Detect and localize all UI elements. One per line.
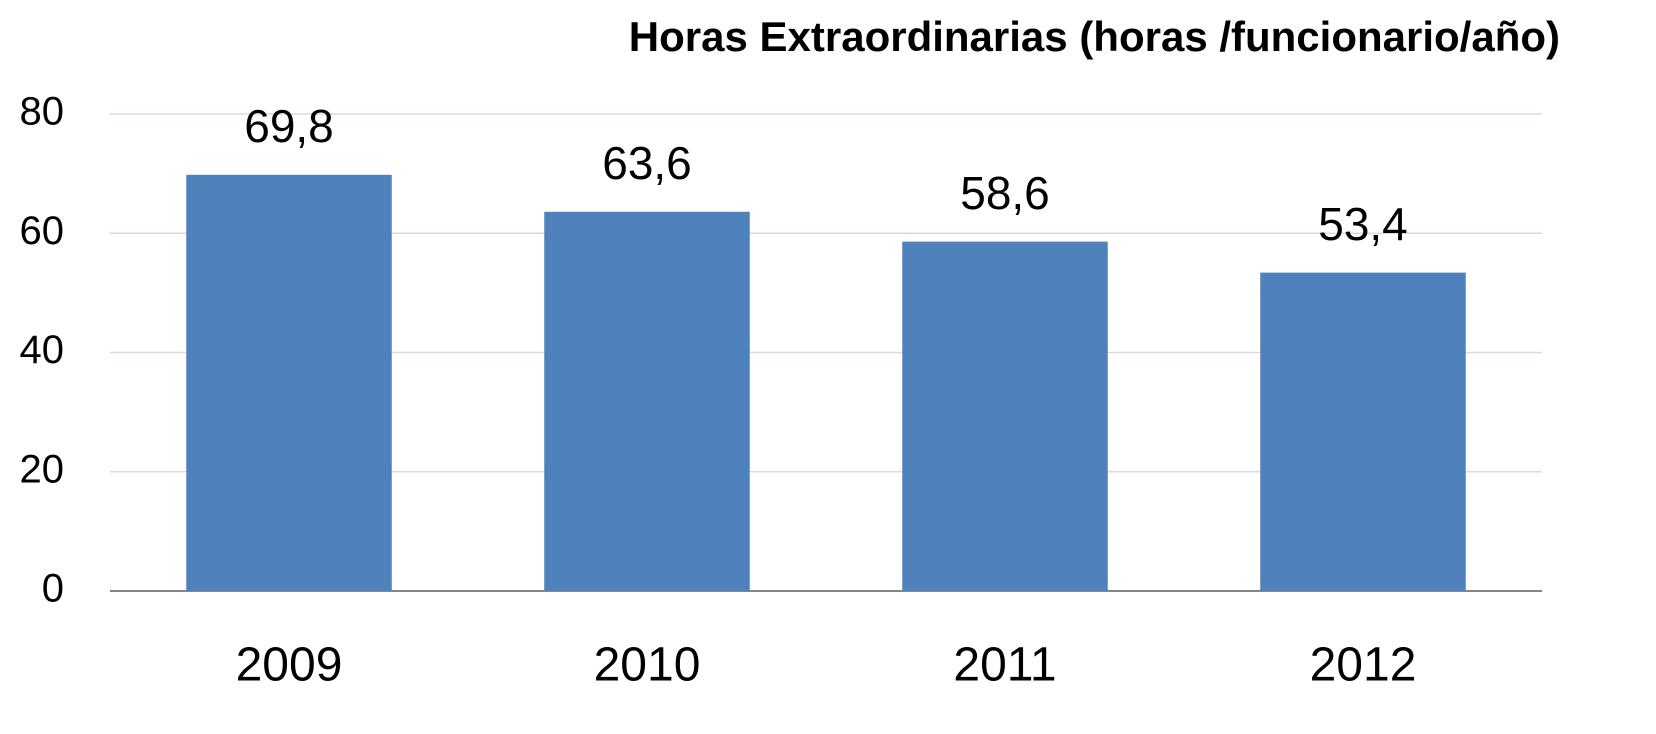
x-tick-label: 2012 [1310, 639, 1417, 692]
bar [186, 174, 392, 591]
data-label: 69,8 [244, 100, 334, 152]
data-label: 53,4 [1318, 198, 1408, 250]
bar [1260, 272, 1466, 591]
y-tick-label: 80 [20, 90, 65, 134]
x-tick-label: 2010 [594, 639, 701, 692]
y-tick-label: 0 [42, 567, 64, 611]
chart-title: Horas Extraordinarias (horas /funcionari… [629, 13, 1560, 60]
bar [544, 211, 750, 591]
bar [902, 241, 1108, 591]
y-tick-label: 20 [20, 447, 65, 491]
data-label: 58,6 [960, 167, 1050, 219]
y-tick-label: 40 [20, 328, 65, 372]
y-tick-label: 60 [20, 209, 65, 253]
x-tick-label: 2011 [953, 639, 1056, 692]
x-tick-label: 2009 [236, 639, 343, 692]
data-label: 63,6 [602, 137, 692, 189]
